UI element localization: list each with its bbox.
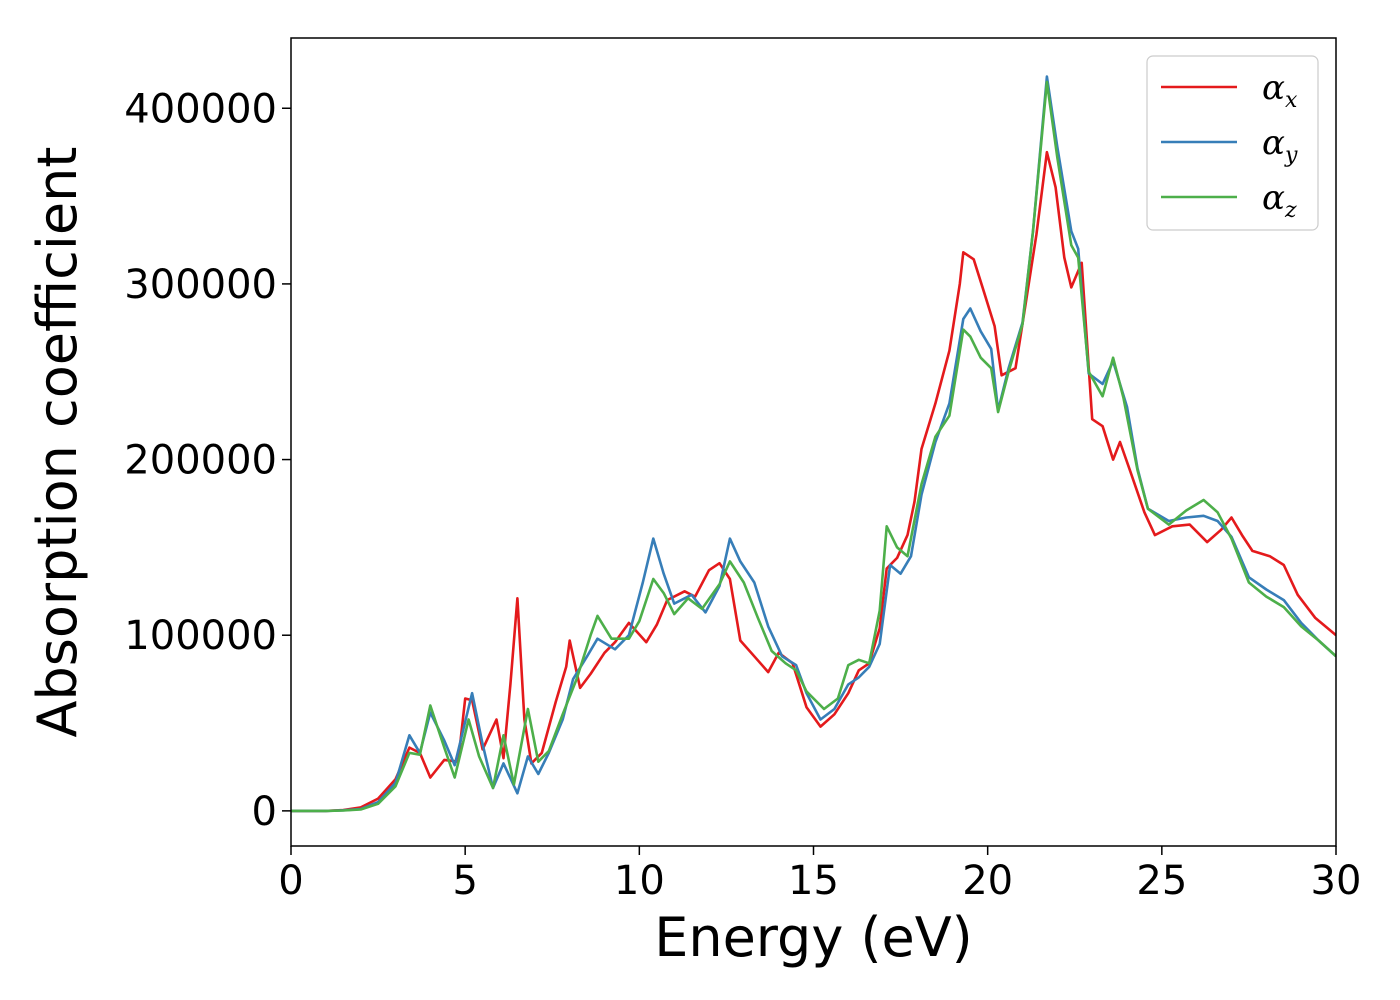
x-tick-label: 15: [788, 858, 839, 904]
x-tick-label: 5: [452, 858, 477, 904]
x-axis-title: Energy (eV): [654, 906, 973, 969]
series-line-x: [291, 150, 1336, 813]
y-tick-label: 400000: [124, 86, 277, 132]
legend-label-x: αx: [1262, 68, 1298, 113]
x-tick-label: 10: [614, 858, 665, 904]
x-tick-label: 0: [278, 858, 303, 904]
legend-subscript: y: [1284, 143, 1298, 168]
legend-symbol: α: [1262, 178, 1285, 218]
plot-lines: [291, 75, 1336, 813]
legend-subscript: z: [1284, 198, 1297, 223]
series-line-z: [291, 80, 1336, 813]
y-tick-label: 100000: [124, 613, 277, 659]
legend-label-y: αy: [1262, 123, 1298, 168]
y-tick-label: 300000: [124, 262, 277, 308]
y-axis-title: Absorption coefficient: [26, 147, 89, 738]
legend-symbol: α: [1262, 123, 1285, 163]
x-axis-ticks: 0 5 10 15 20 25 30: [278, 846, 1361, 904]
legend-subscript: x: [1285, 88, 1298, 113]
y-axis-ticks: 0 100000 200000 300000 400000: [124, 86, 291, 835]
x-tick-label: 20: [962, 858, 1013, 904]
x-tick-label: 30: [1311, 858, 1362, 904]
x-tick-label: 25: [1136, 858, 1187, 904]
legend-symbol: α: [1262, 68, 1285, 108]
y-tick-label: 200000: [124, 438, 277, 484]
legend-label-z: αz: [1262, 178, 1297, 223]
y-tick-label: 0: [252, 789, 277, 835]
